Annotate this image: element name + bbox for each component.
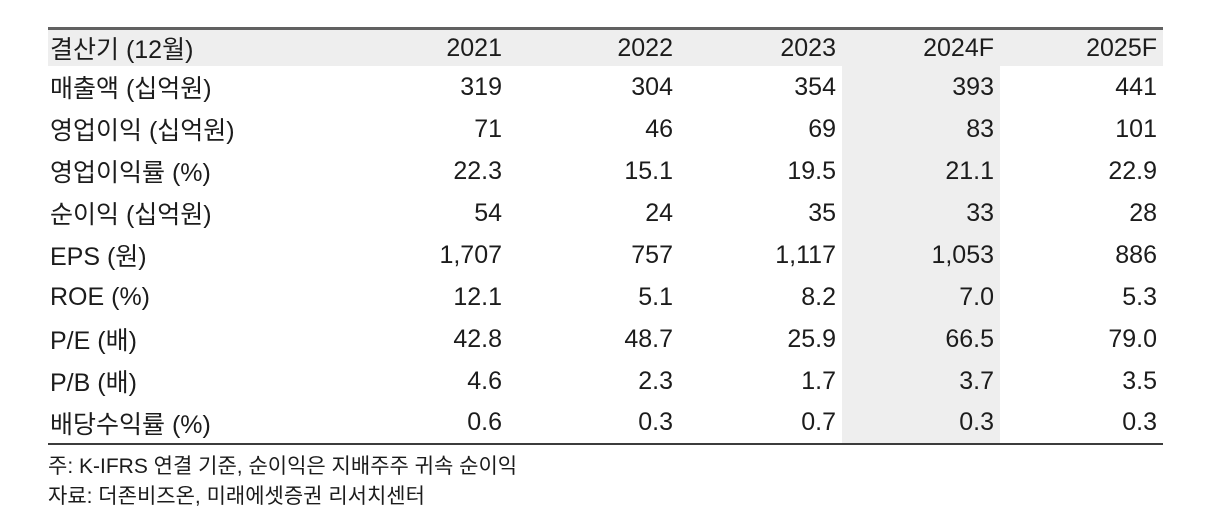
financial-summary-section: 결산기 (12월) 2021 2022 2023 2024F 2025F 매출액… [48, 27, 1163, 512]
cell-value: 19.5 [787, 156, 836, 185]
cell-value: 5.3 [1122, 282, 1157, 311]
cell-value: 71 [474, 114, 502, 143]
cell-value-forecast: 66.5 [842, 318, 1000, 360]
cell-value: 22.9 [1108, 156, 1157, 185]
cell-value: 42.8 [453, 324, 502, 353]
cell-value: 8.2 [801, 282, 836, 311]
cell-value: 12.1 [453, 282, 502, 311]
table-header-row: 결산기 (12월) 2021 2022 2023 2024F 2025F [48, 28, 1163, 66]
table-row-pb: P/B (배) 4.6 2.3 1.7 3.7 3.5 [48, 360, 1163, 402]
cell-value-forecast: 83 [842, 108, 1000, 150]
table-footnotes: 주: K-IFRS 연결 기준, 순이익은 지배주주 귀속 순이익 자료: 더존… [48, 452, 1163, 512]
cell-value: 79.0 [1108, 324, 1157, 353]
header-cell-2023: 2023 [780, 33, 836, 62]
cell-value: 2.3 [638, 366, 673, 395]
cell-value: 5.1 [638, 282, 673, 311]
cell-value: 54 [474, 198, 502, 227]
cell-value: 441 [1115, 72, 1157, 101]
row-label: 영업이익 (십억원) [50, 117, 235, 145]
cell-value-forecast: 0.3 [842, 402, 1000, 444]
row-label: P/E (배) [50, 327, 137, 355]
header-cell-period: 결산기 (12월) [50, 36, 194, 64]
cell-value: 101 [1115, 114, 1157, 143]
cell-value: 4.6 [467, 366, 502, 395]
cell-value-forecast: 1,053 [842, 234, 1000, 276]
financial-summary-table: 결산기 (12월) 2021 2022 2023 2024F 2025F 매출액… [48, 27, 1163, 445]
cell-value: 354 [794, 72, 836, 101]
cell-value: 35 [808, 198, 836, 227]
header-cell-2024f: 2024F [923, 33, 994, 62]
table-row-pe: P/E (배) 42.8 48.7 25.9 66.5 79.0 [48, 318, 1163, 360]
cell-value: 48.7 [624, 324, 673, 353]
cell-value-forecast: 21.1 [842, 150, 1000, 192]
table-row-roe: ROE (%) 12.1 5.1 8.2 7.0 5.3 [48, 276, 1163, 318]
cell-value: 24 [645, 198, 673, 227]
table-row-dividend-yield: 배당수익률 (%) 0.6 0.3 0.7 0.3 0.3 [48, 402, 1163, 444]
footnote-accounting-basis: 주: K-IFRS 연결 기준, 순이익은 지배주주 귀속 순이익 [48, 455, 518, 478]
header-cell-2022: 2022 [617, 33, 673, 62]
cell-value: 28 [1129, 198, 1157, 227]
row-label: EPS (원) [50, 243, 147, 271]
cell-value: 319 [460, 72, 502, 101]
cell-value: 25.9 [787, 324, 836, 353]
table-row-net-profit: 순이익 (십억원) 54 24 35 33 28 [48, 192, 1163, 234]
cell-value: 304 [631, 72, 673, 101]
cell-value: 0.7 [801, 408, 836, 436]
header-cell-2025f: 2025F [1086, 33, 1157, 62]
cell-value: 0.3 [638, 408, 673, 436]
footnote-source: 자료: 더존비즈온, 미래에셋증권 리서치센터 [48, 485, 425, 508]
cell-value: 1.7 [801, 366, 836, 395]
cell-value: 1,707 [439, 240, 502, 269]
table-row-eps: EPS (원) 1,707 757 1,117 1,053 886 [48, 234, 1163, 276]
cell-value: 46 [645, 114, 673, 143]
cell-value: 757 [631, 240, 673, 269]
cell-value-forecast: 7.0 [842, 276, 1000, 318]
row-label: 매출액 (십억원) [50, 75, 212, 103]
row-label: 순이익 (십억원) [50, 201, 212, 229]
row-label: ROE (%) [50, 282, 150, 311]
cell-value-forecast: 33 [842, 192, 1000, 234]
cell-value: 22.3 [453, 156, 502, 185]
cell-value: 886 [1115, 240, 1157, 269]
cell-value-forecast: 393 [842, 66, 1000, 108]
row-label: 배당수익률 (%) [50, 410, 211, 439]
cell-value: 0.3 [1122, 408, 1157, 436]
cell-value-forecast: 3.7 [842, 360, 1000, 402]
table-row-operating-margin: 영업이익률 (%) 22.3 15.1 19.5 21.1 22.9 [48, 150, 1163, 192]
cell-value: 3.5 [1122, 366, 1157, 395]
table-row-revenue: 매출액 (십억원) 319 304 354 393 441 [48, 66, 1163, 108]
table-row-operating-profit: 영업이익 (십억원) 71 46 69 83 101 [48, 108, 1163, 150]
cell-value: 15.1 [624, 156, 673, 185]
header-cell-2021: 2021 [446, 33, 502, 62]
cell-value: 1,117 [775, 240, 836, 269]
cell-value: 69 [808, 114, 836, 143]
cell-value: 0.6 [467, 408, 502, 436]
row-label: 영업이익률 (%) [50, 159, 211, 187]
row-label: P/B (배) [50, 369, 137, 397]
